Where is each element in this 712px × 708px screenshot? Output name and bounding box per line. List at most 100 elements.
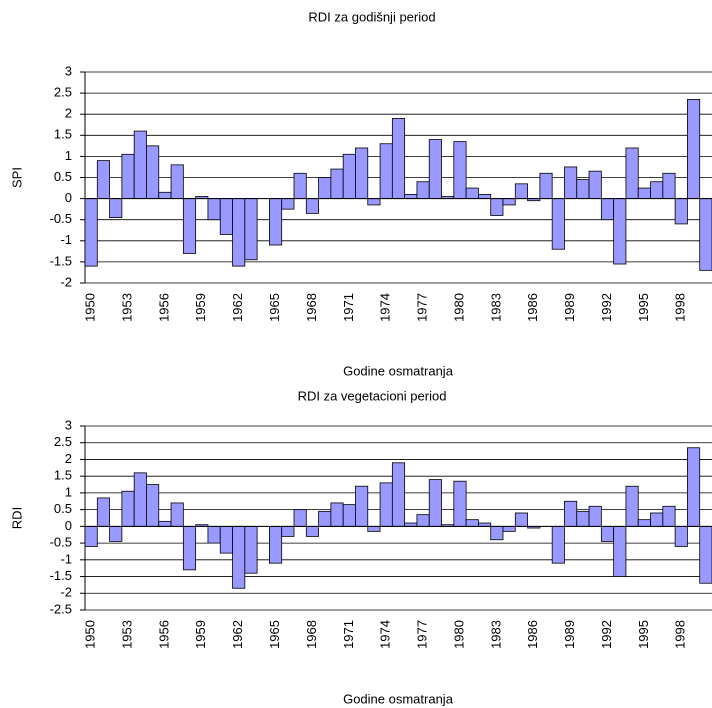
bar: [490, 525, 504, 541]
bar: [232, 198, 246, 267]
y-tick-label: 2: [65, 106, 72, 121]
bar: [84, 525, 98, 547]
bar: [699, 198, 712, 271]
bar: [96, 160, 110, 199]
bar: [404, 193, 418, 200]
bar: [342, 504, 356, 527]
x-tick-label: 1962: [230, 293, 245, 322]
bar: [158, 191, 172, 200]
bar: [269, 198, 283, 246]
x-tick-label: 1977: [415, 620, 430, 649]
bar: [158, 520, 172, 527]
bar: [465, 519, 479, 527]
y-tick-label: -1.5: [50, 568, 72, 583]
bar: [133, 130, 147, 199]
x-tick-label: 1974: [378, 620, 393, 649]
y-tick-label: 3: [65, 417, 72, 432]
bar: [342, 153, 356, 199]
bar: [428, 139, 442, 200]
bar: [219, 198, 233, 235]
bar: [576, 179, 590, 200]
x-tick-label: 1971: [341, 293, 356, 322]
chart-title: RDI za vegetacioni period: [298, 388, 447, 403]
x-tick-label: 1992: [599, 620, 614, 649]
y-tick-label: 1.5: [54, 127, 72, 142]
bar: [687, 99, 701, 199]
bar: [170, 164, 184, 199]
bar: [699, 525, 712, 584]
x-tick-label: 1959: [193, 620, 208, 649]
bar: [379, 143, 393, 200]
y-tick-label: 0.5: [54, 501, 72, 516]
y-tick-label: -1.5: [50, 253, 72, 268]
y-tick-label: -0.5: [50, 535, 72, 550]
x-tick-label: 1977: [415, 293, 430, 322]
y-tick-label: 1: [65, 148, 72, 163]
x-axis-label: Godine osmatranja: [343, 691, 454, 706]
x-tick-label: 1959: [193, 293, 208, 322]
bar: [674, 198, 688, 225]
y-tick-label: 0.5: [54, 169, 72, 184]
bar: [281, 525, 295, 537]
bar: [133, 472, 147, 527]
bar: [539, 172, 553, 199]
y-tick-label: 3: [65, 63, 72, 78]
x-tick-label: 1986: [525, 620, 540, 649]
x-tick-label: 1965: [267, 293, 282, 322]
x-tick-label: 1989: [562, 293, 577, 322]
x-tick-label: 1986: [525, 293, 540, 322]
bar: [305, 198, 319, 214]
bar: [269, 525, 283, 564]
y-tick-label: -1: [60, 551, 72, 566]
y-tick-label: 1: [65, 484, 72, 499]
bar: [502, 198, 516, 206]
x-tick-label: 1953: [119, 293, 134, 322]
x-tick-label: 1971: [341, 620, 356, 649]
bar: [564, 166, 578, 199]
x-axis-label: Godine osmatranja: [343, 363, 454, 378]
bar: [305, 525, 319, 537]
bar: [662, 172, 676, 199]
y-tick-label: 2.5: [54, 434, 72, 449]
bar: [293, 509, 307, 527]
bar: [514, 183, 528, 200]
x-tick-label: 1956: [156, 293, 171, 322]
x-tick-label: 1983: [488, 293, 503, 322]
bar: [318, 177, 332, 200]
bar: [355, 485, 369, 527]
bar: [687, 447, 701, 527]
bar: [428, 479, 442, 527]
bar: [244, 525, 258, 574]
bar: [674, 525, 688, 547]
bar: [551, 198, 565, 250]
bar: [391, 462, 406, 527]
x-tick-label: 1968: [304, 620, 319, 649]
x-tick-label: 1989: [562, 620, 577, 649]
x-tick-label: 1968: [304, 293, 319, 322]
bar: [121, 153, 135, 199]
bar: [84, 198, 98, 267]
bar: [613, 198, 627, 265]
x-tick-label: 1983: [488, 620, 503, 649]
bar: [244, 198, 258, 261]
x-tick-label: 1953: [119, 620, 134, 649]
bar: [416, 514, 430, 527]
bar: [121, 490, 135, 527]
y-tick-label: -0.5: [50, 211, 72, 226]
bar: [170, 502, 184, 527]
y-tick-label: 2: [65, 451, 72, 466]
x-tick-label: 1980: [451, 293, 466, 322]
bar: [600, 525, 615, 542]
bar: [637, 519, 651, 527]
bar: [502, 525, 516, 532]
bar: [330, 502, 344, 527]
y-tick-label: -2: [60, 274, 72, 289]
y-axis-label: SPI: [9, 167, 24, 188]
bar: [182, 198, 197, 254]
x-tick-label: 1992: [599, 293, 614, 322]
bar: [330, 168, 344, 199]
bar: [318, 510, 332, 527]
bar: [650, 181, 664, 200]
bar: [391, 118, 406, 199]
